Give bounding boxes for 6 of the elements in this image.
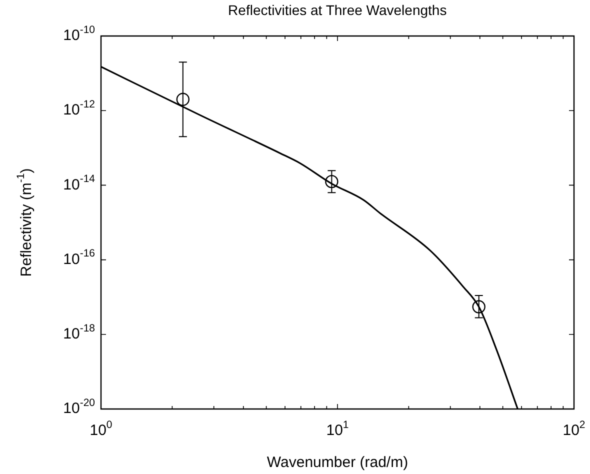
point xyxy=(325,174,338,188)
y-axis-title: Reflectivity (m-1) xyxy=(14,168,36,277)
chart-title: Reflectivities at Three Wavelengths xyxy=(228,2,447,18)
x-axis-title: Wavenumber (rad/m) xyxy=(266,454,408,472)
point xyxy=(176,92,190,106)
point xyxy=(472,300,486,314)
